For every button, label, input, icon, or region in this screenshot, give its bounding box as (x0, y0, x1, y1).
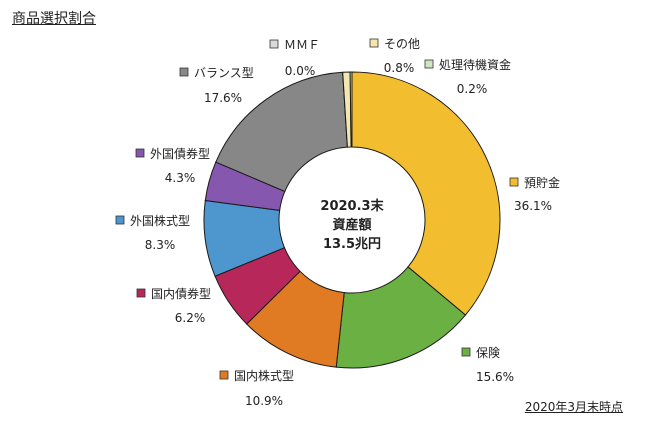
chart-labels: 預貯金 36.1% 保険 15.6% 国内株式型 10.9% 国内債券型 6.2% 外国株式型 8… (115, 37, 560, 408)
slice-name-7: ＭＭＦ (284, 38, 320, 52)
legend-swatch-7 (269, 39, 279, 49)
slice-9 (349, 71, 353, 148)
slice-name-1: 保険 (476, 346, 500, 360)
center-label-amount: 13.5兆円 (323, 236, 381, 252)
legend-swatch-3 (136, 288, 146, 298)
footnote-date: 2020年3月末時点 (524, 400, 623, 414)
slice-name-8: その他 (384, 37, 420, 51)
legend-swatch-5 (135, 148, 145, 158)
slice-percent-8: 0.8% (384, 61, 415, 75)
chart-slices (203, 71, 501, 369)
center-label-caption: 資産額 (332, 217, 371, 233)
slice-0 (351, 71, 501, 316)
slice-percent-7: 0.0% (285, 64, 316, 78)
legend-swatch-0 (509, 177, 519, 187)
slice-name-3: 国内債券型 (151, 286, 211, 301)
slice-percent-2: 10.9% (245, 394, 283, 408)
slice-name-4: 外国株式型 (130, 213, 190, 228)
center-label-year: 2020.3末 (320, 198, 384, 214)
legend-swatch-2 (219, 370, 229, 380)
legend-swatch-8 (369, 38, 379, 48)
slice-percent-1: 15.6% (476, 370, 514, 384)
slice-6 (215, 71, 348, 193)
page-title: 商品選択割合 (12, 11, 96, 27)
slice-name-5: 外国債券型 (150, 146, 210, 161)
legend-swatch-1 (461, 347, 471, 357)
legend-swatch-9 (424, 59, 434, 69)
slice-percent-5: 4.3% (165, 171, 196, 185)
legend-swatch-4 (115, 215, 125, 225)
slice-name-9: 処理待機資金 (439, 57, 511, 72)
slice-percent-6: 17.6% (204, 91, 242, 105)
slice-name-6: バランス型 (194, 66, 254, 80)
slice-percent-4: 8.3% (145, 238, 176, 252)
slice-percent-0: 36.1% (514, 199, 552, 213)
slice-percent-9: 0.2% (457, 82, 488, 96)
slice-percent-3: 6.2% (175, 311, 206, 325)
slice-name-2: 国内株式型 (234, 368, 294, 383)
slice-name-0: 預貯金 (524, 175, 560, 190)
legend-swatch-6 (179, 67, 189, 77)
